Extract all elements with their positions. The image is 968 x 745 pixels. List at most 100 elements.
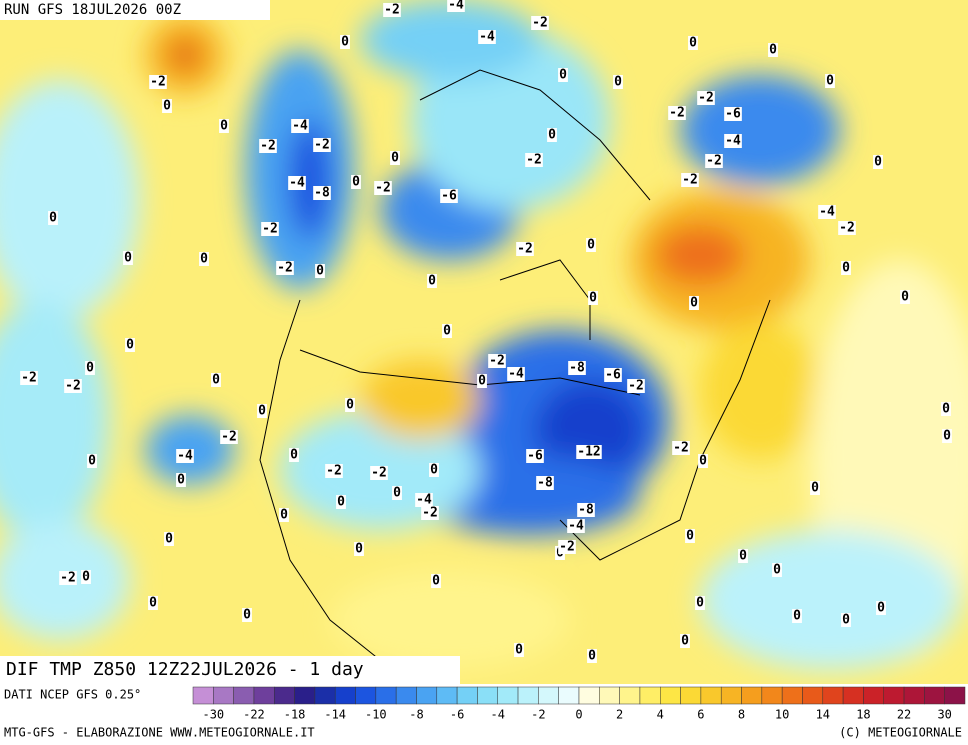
color-swatch xyxy=(477,686,498,705)
contour-label-bg xyxy=(668,106,686,120)
color-swatch xyxy=(660,686,681,705)
contour-label-bg xyxy=(431,574,441,588)
contour-label: 0 xyxy=(280,508,288,523)
color-bar-label: 30 xyxy=(937,708,951,722)
contour-label-bg xyxy=(680,634,690,648)
color-bar-label: -10 xyxy=(365,708,387,722)
contour-label-bg xyxy=(768,43,778,57)
contour-label-bg xyxy=(825,74,835,88)
color-swatch xyxy=(924,686,945,705)
contour-label: 0 xyxy=(739,549,747,564)
contour-label-bg xyxy=(85,361,95,375)
contour-label-bg xyxy=(900,290,910,304)
color-bar-label: -14 xyxy=(324,708,346,722)
color-swatch xyxy=(720,686,742,705)
contour-label-bg xyxy=(176,449,194,463)
contour-label: 0 xyxy=(548,128,556,143)
contour-label-bg xyxy=(724,107,742,121)
contour-label-bg xyxy=(313,186,331,200)
color-bar-label: -22 xyxy=(243,708,265,722)
contour-label: 0 xyxy=(877,601,885,616)
contour-label-bg xyxy=(681,173,699,187)
contour-label: 0 xyxy=(352,175,360,190)
contour-label-bg xyxy=(20,371,38,385)
contour-label: 0 xyxy=(696,596,704,611)
contour-label-bg xyxy=(604,368,622,382)
color-swatch xyxy=(842,686,864,705)
map-title: DIF TMP Z850 12Z22JUL2026 - 1 day xyxy=(6,659,364,680)
color-swatch xyxy=(274,686,295,705)
contour-label: 0 xyxy=(430,463,438,478)
contour-label: 0 xyxy=(391,151,399,166)
contour-label: -8 xyxy=(537,476,553,491)
contour-label-bg xyxy=(427,274,437,288)
contour-label: 0 xyxy=(290,448,298,463)
contour-label: -2 xyxy=(628,379,644,394)
contour-label: 0 xyxy=(811,481,819,496)
contour-label-bg xyxy=(705,154,723,168)
contour-label-bg xyxy=(587,649,597,663)
temperature-field: -2 -4-2-40-20-4-2 -20-4-80 -20-6-200 00 0-2-2… xyxy=(0,0,968,684)
contour-label: 0 xyxy=(165,532,173,547)
color-swatch xyxy=(599,686,620,705)
contour-label-bg xyxy=(351,175,361,189)
contour-label-bg xyxy=(291,119,309,133)
contour-label-bg xyxy=(586,238,596,252)
contour-label-bg xyxy=(724,134,742,148)
contour-label: -12 xyxy=(577,445,600,460)
contour-label: 0 xyxy=(212,373,220,388)
contour-label: 0 xyxy=(587,238,595,253)
contour-label: -2 xyxy=(489,354,505,369)
color-swatch xyxy=(517,686,539,705)
color-bar: -30 -22 -18 -14 -10 -8 -6 -4 -2 0 2 4 6 8 10 14 18 22 30 xyxy=(192,686,966,722)
contour-label-bg xyxy=(695,596,705,610)
contour-label-bg xyxy=(164,532,174,546)
source-label: DATI NCEP GFS 0.25° xyxy=(4,688,141,702)
color-bar-label: 6 xyxy=(697,708,704,722)
contour-label-bg xyxy=(531,16,549,30)
contour-label: -4 xyxy=(568,519,584,534)
color-swatch xyxy=(538,686,559,705)
color-bar-label: -8 xyxy=(409,708,423,722)
contour-label: 0 xyxy=(124,251,132,266)
contour-label: 0 xyxy=(689,36,697,51)
contour-label: -2 xyxy=(559,540,575,555)
contour-label-bg xyxy=(818,205,836,219)
contour-label-bg xyxy=(392,486,402,500)
contour-label: 0 xyxy=(614,75,622,90)
contour-label-bg xyxy=(199,252,209,266)
color-bar-label: -4 xyxy=(491,708,505,722)
color-swatch xyxy=(680,686,702,705)
contour-label: -2 xyxy=(221,430,237,445)
color-swatch xyxy=(192,686,214,705)
color-swatch xyxy=(253,686,275,705)
contour-label-bg xyxy=(577,503,595,517)
contour-label: 0 xyxy=(393,486,401,501)
contour-label-bg xyxy=(873,155,883,169)
contour-label: -8 xyxy=(314,186,330,201)
contour-label-bg xyxy=(688,36,698,50)
contour-label-bg xyxy=(64,379,82,393)
contour-label: 0 xyxy=(428,274,436,289)
contour-label: 0 xyxy=(177,473,185,488)
contour-label: 0 xyxy=(842,613,850,628)
copyright-label: (C) METEOGIORNALE xyxy=(839,726,962,740)
contour-label: -4 xyxy=(289,176,305,191)
color-swatch xyxy=(639,686,661,705)
contour-label-bg xyxy=(697,91,715,105)
contour-label-bg xyxy=(257,404,267,418)
title-box xyxy=(0,656,460,684)
contour-label: 0 xyxy=(842,261,850,276)
contour-label-bg xyxy=(792,609,802,623)
header-box xyxy=(0,0,270,20)
contour-label: 0 xyxy=(258,404,266,419)
contour-label: -6 xyxy=(725,107,741,122)
color-bar-label: 4 xyxy=(657,708,664,722)
contour-label-bg xyxy=(383,3,401,17)
contour-label-bg xyxy=(568,361,586,375)
contour-label: -2 xyxy=(517,242,533,257)
contour-label: -2 xyxy=(682,173,698,188)
contour-label-bg xyxy=(941,402,951,416)
contour-label: -4 xyxy=(725,134,741,149)
